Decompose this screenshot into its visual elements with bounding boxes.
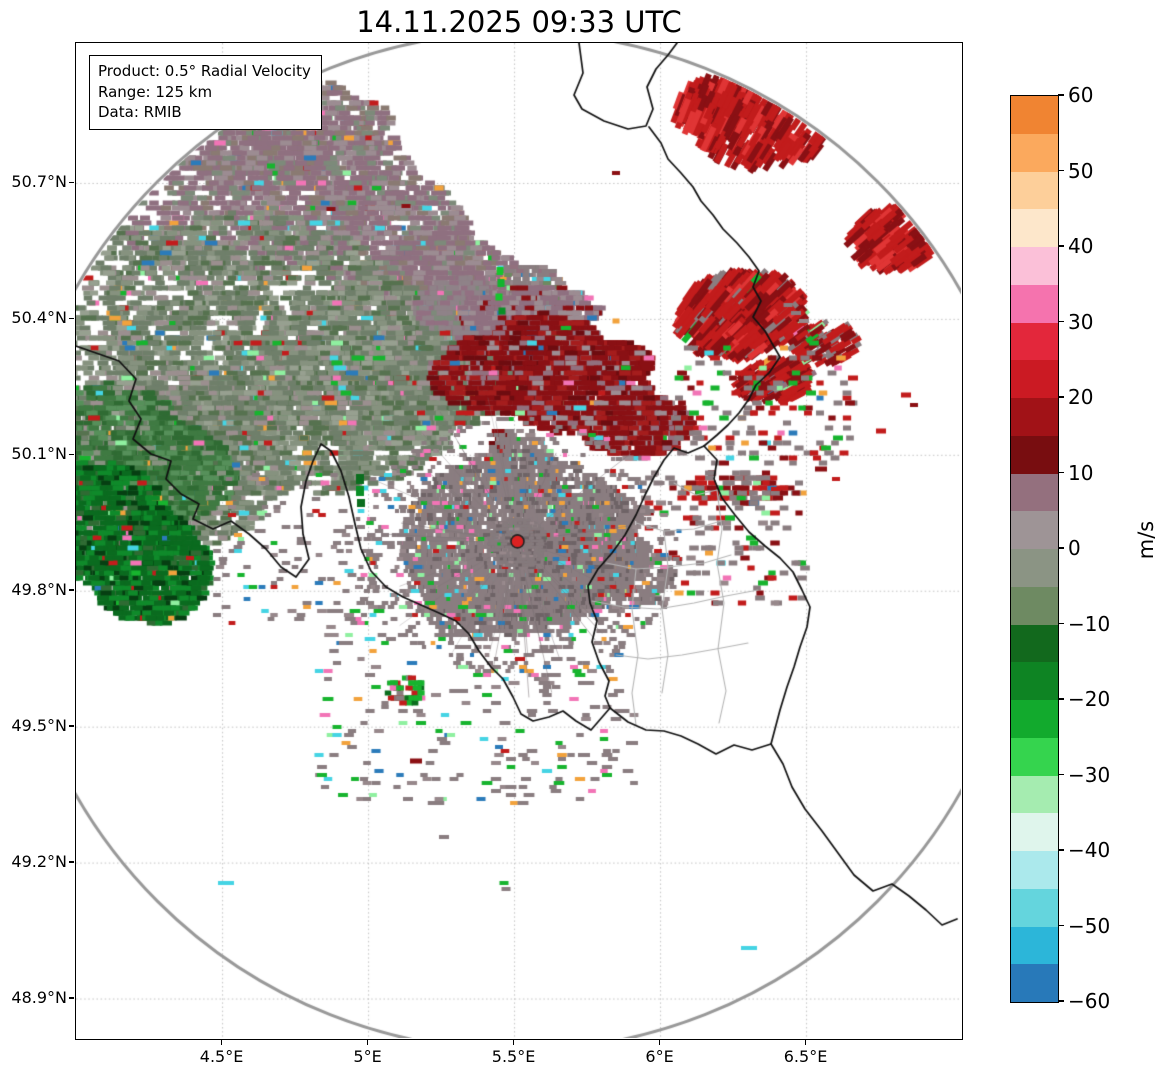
y-tick-mark <box>69 725 74 727</box>
colorbar-tick-mark <box>1058 698 1064 700</box>
y-tick-label: 49.5°N <box>11 716 67 736</box>
y-tick-mark <box>69 317 74 320</box>
colorbar-band <box>1011 964 1058 1002</box>
colorbar-tick-label: 50 <box>1068 158 1094 183</box>
colorbar-band <box>1011 360 1058 398</box>
colorbar-band <box>1011 888 1058 927</box>
colorbar-tick-mark <box>1058 849 1064 851</box>
colorbar-tick-label: 10 <box>1068 460 1094 485</box>
colorbar-tick-mark <box>1058 924 1064 927</box>
colorbar-tick-label: 40 <box>1068 234 1094 258</box>
colorbar-tick-label: −20 <box>1068 687 1111 711</box>
y-tick-label: 49.2°N <box>11 852 67 872</box>
colorbar-tick-label: 0 <box>1068 536 1081 560</box>
colorbar-band <box>1011 813 1058 851</box>
colorbar-tick-mark <box>1058 773 1064 776</box>
colorbar-band <box>1011 435 1058 474</box>
colorbar-tick-label: 20 <box>1068 385 1094 409</box>
colorbar-band <box>1011 247 1058 285</box>
radar-canvas <box>76 43 961 1038</box>
x-tick-label: 5.5°E <box>491 1047 536 1066</box>
colorbar-band <box>1011 737 1058 776</box>
colorbar-tick-mark <box>1058 1000 1064 1002</box>
x-tick-mark <box>804 1040 807 1045</box>
colorbar-band <box>1011 209 1058 247</box>
colorbar-tick-label: −40 <box>1068 838 1111 862</box>
product-info-box: Product: 0.5° Radial Velocity Range: 125… <box>89 55 322 131</box>
y-tick-mark <box>69 861 74 863</box>
colorbar-tick-label: −10 <box>1068 611 1111 636</box>
data-source-line: Data: RMIB <box>98 103 182 122</box>
colorbar-tick-mark <box>1058 471 1064 474</box>
colorbar <box>1010 95 1059 1003</box>
colorbar-band <box>1011 171 1058 210</box>
colorbar-scale <box>1011 96 1058 1002</box>
x-tick-label: 5°E <box>353 1047 382 1066</box>
colorbar-band <box>1011 700 1058 738</box>
y-tick-label: 50.1°N <box>11 444 67 464</box>
colorbar-tick-mark <box>1058 169 1064 172</box>
y-tick-mark <box>69 453 74 456</box>
colorbar-band <box>1011 511 1058 549</box>
colorbar-band <box>1011 926 1058 965</box>
y-tick-label: 50.7°N <box>11 172 67 192</box>
colorbar-tick-mark <box>1058 320 1064 323</box>
colorbar-tick-mark <box>1058 245 1064 247</box>
colorbar-tick-label: −50 <box>1068 913 1111 938</box>
plot-area: Product: 0.5° Radial Velocity Range: 125… <box>75 42 963 1040</box>
plot-title: 14.11.2025 09:33 UTC <box>356 5 682 39</box>
colorbar-tick-mark <box>1058 547 1064 549</box>
x-tick-label: 6.5°E <box>783 1047 828 1066</box>
colorbar-band <box>1011 851 1058 889</box>
y-tick-label: 49.8°N <box>11 580 67 600</box>
colorbar-band <box>1011 398 1058 436</box>
colorbar-band <box>1011 473 1058 512</box>
colorbar-unit-label: m/s <box>1134 520 1158 560</box>
colorbar-tick-mark <box>1058 396 1064 398</box>
colorbar-band <box>1011 284 1058 323</box>
colorbar-tick-mark <box>1058 622 1064 625</box>
x-tick-mark <box>658 1040 661 1045</box>
colorbar-band <box>1011 96 1058 134</box>
x-tick-mark <box>512 1040 515 1045</box>
colorbar-band <box>1011 775 1058 814</box>
product-line: Product: 0.5° Radial Velocity <box>98 62 311 80</box>
colorbar-tick-mark <box>1058 94 1064 96</box>
colorbar-tick-label: −60 <box>1068 989 1111 1013</box>
colorbar-band <box>1011 586 1058 625</box>
y-tick-label: 50.4°N <box>11 308 67 328</box>
y-tick-mark <box>69 997 74 999</box>
colorbar-tick-label: −30 <box>1068 762 1111 787</box>
x-tick-mark <box>220 1040 223 1045</box>
x-tick-label: 6°E <box>645 1047 674 1066</box>
y-tick-mark <box>69 181 74 184</box>
x-tick-mark <box>366 1040 369 1045</box>
x-tick-label: 4.5°E <box>199 1047 244 1066</box>
colorbar-tick-label: 30 <box>1068 309 1094 334</box>
colorbar-band <box>1011 322 1058 361</box>
y-tick-label: 48.9°N <box>11 988 67 1008</box>
colorbar-band <box>1011 662 1058 700</box>
colorbar-band <box>1011 133 1058 172</box>
colorbar-tick-label: 60 <box>1068 83 1094 107</box>
y-tick-mark <box>69 589 74 591</box>
colorbar-band <box>1011 549 1058 587</box>
colorbar-band <box>1011 624 1058 663</box>
range-line: Range: 125 km <box>98 82 213 101</box>
